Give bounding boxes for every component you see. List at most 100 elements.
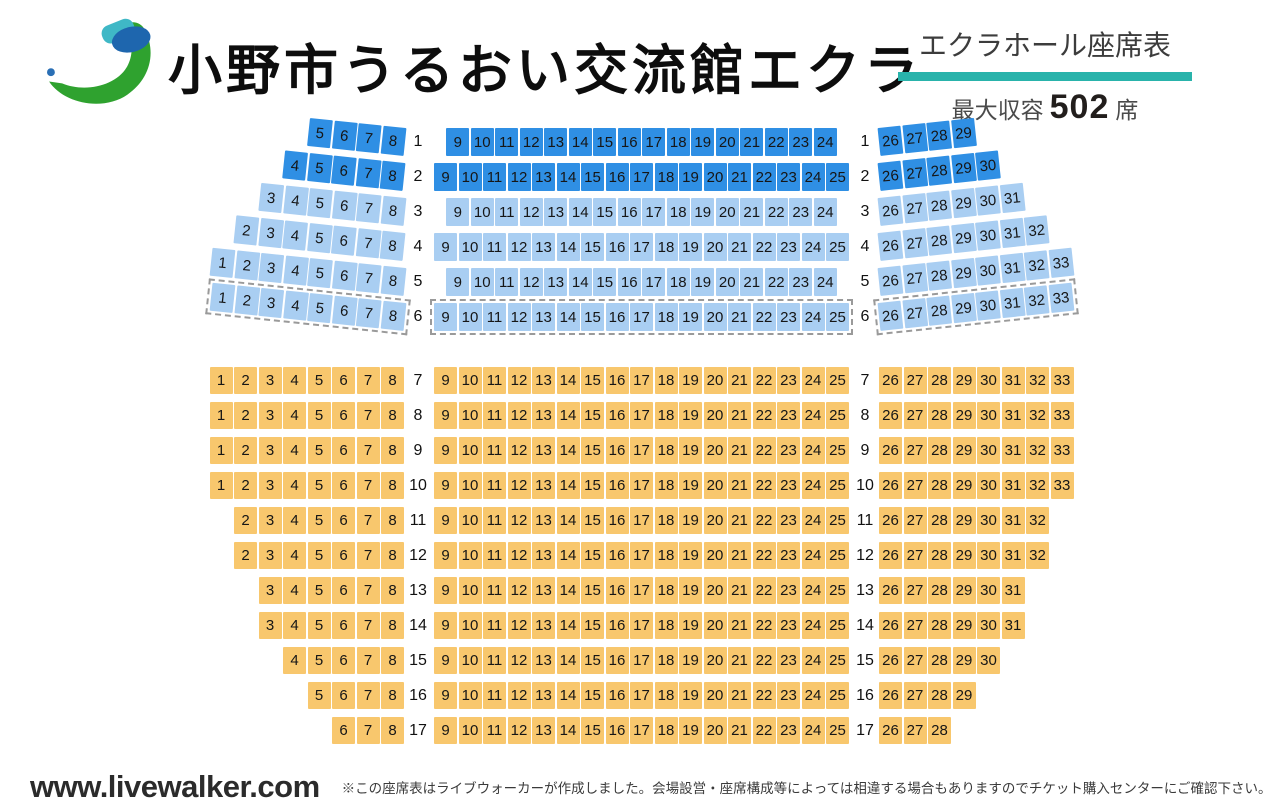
seat-row-8: 1 2 3 4 5 6 7 8 8 9 10 11 12 13 14 15 16 17 18 19 20 21 22 23 24… bbox=[204, 402, 1079, 429]
seat: 19 bbox=[679, 682, 702, 709]
seat-group: 26 27 28 29 30 31 32 bbox=[879, 542, 1049, 569]
seat: 12 bbox=[507, 647, 531, 674]
seat: 26 bbox=[879, 402, 902, 429]
seat: 7 bbox=[356, 367, 380, 394]
seat: 27 bbox=[903, 437, 927, 464]
row-number-label: 5 bbox=[860, 273, 870, 290]
seat: 10 bbox=[458, 402, 482, 429]
seat: 16 bbox=[605, 612, 629, 639]
seat: 17 bbox=[630, 507, 653, 534]
seat-group: 26 27 28 29 30 bbox=[879, 647, 1000, 674]
seat: 29 bbox=[952, 682, 976, 709]
seat-row-2: 4 5 6 7 8 2 9 10 11 12 13 14 15 16 17 18 19 20 21 22 23 24 25 2… bbox=[204, 150, 1079, 191]
seat: 27 bbox=[903, 577, 927, 604]
seat: 23 bbox=[777, 402, 800, 429]
seat: 28 bbox=[926, 155, 953, 186]
seat: 21 bbox=[728, 682, 751, 709]
seat: 31 bbox=[1001, 472, 1025, 499]
seat: 13 bbox=[532, 233, 555, 261]
row-number-label: 7 bbox=[860, 371, 870, 389]
seat: 33 bbox=[1050, 472, 1074, 499]
seat: 6 bbox=[330, 190, 357, 221]
seat-group: 26 27 28 29 30 31 bbox=[879, 577, 1025, 604]
seat: 25 bbox=[826, 507, 849, 534]
seat: 24 bbox=[801, 437, 825, 464]
seat: 12 bbox=[507, 233, 531, 261]
seat: 24 bbox=[813, 268, 837, 296]
seat: 13 bbox=[532, 472, 555, 499]
seat: 26 bbox=[879, 437, 902, 464]
seat-row-10: 1 2 3 4 5 6 7 8 10 9 10 11 12 13 14 15 16 17 18 19 20 21 22 23 2… bbox=[204, 472, 1079, 499]
seat: 24 bbox=[801, 542, 825, 569]
seat: 2 bbox=[233, 250, 260, 281]
seat: 18 bbox=[654, 233, 678, 261]
seat: 7 bbox=[355, 123, 382, 154]
seat: 10 bbox=[458, 612, 482, 639]
logo-swoosh bbox=[49, 22, 151, 104]
seat: 8 bbox=[381, 577, 404, 604]
seat: 16 bbox=[605, 577, 629, 604]
seat: 30 bbox=[977, 367, 1000, 394]
seat: 30 bbox=[977, 647, 1000, 674]
seat: 13 bbox=[532, 577, 555, 604]
seat: 13 bbox=[532, 717, 555, 744]
seat: 8 bbox=[381, 542, 404, 569]
seat: 20 bbox=[715, 198, 739, 226]
seat: 10 bbox=[458, 472, 482, 499]
seat: 25 bbox=[826, 542, 849, 569]
row-number-label: 15 bbox=[856, 651, 874, 669]
seat: 28 bbox=[928, 402, 951, 429]
seat: 28 bbox=[928, 437, 951, 464]
seat: 16 bbox=[605, 647, 629, 674]
seat: 30 bbox=[977, 472, 1000, 499]
seat: 2 bbox=[234, 402, 257, 429]
seat: 1 bbox=[209, 437, 233, 464]
seat: 27 bbox=[903, 717, 927, 744]
seat: 19 bbox=[691, 128, 715, 156]
seat: 19 bbox=[679, 233, 702, 261]
seat: 6 bbox=[332, 542, 355, 569]
seat: 6 bbox=[330, 260, 357, 291]
seat: 7 bbox=[356, 472, 380, 499]
seat: 22 bbox=[764, 128, 788, 156]
seat-group: 9 10 11 12 13 14 15 16 17 18 19 20 21 22 23 24 25 bbox=[434, 577, 849, 604]
seat: 23 bbox=[777, 367, 800, 394]
seat-row-1: 5 6 7 8 1 9 10 11 12 13 14 15 16 17 18 19 20 21 22 23 24 1 26 2… bbox=[204, 117, 1079, 156]
seat: 25 bbox=[826, 682, 849, 709]
row-number-label: 6 bbox=[860, 308, 870, 325]
seat-block: 9 10 11 12 13 14 15 16 17 18 19 20 21 22 23 24 bbox=[432, 268, 851, 296]
seat: 17 bbox=[630, 577, 653, 604]
seat: 5 bbox=[307, 402, 331, 429]
site-name-link[interactable]: www.livewalker.com bbox=[30, 769, 320, 804]
seat-group: 9 10 11 12 13 14 15 16 17 18 19 20 21 22 23 24 25 bbox=[434, 402, 849, 429]
seat: 11 bbox=[483, 472, 506, 499]
seat: 13 bbox=[532, 367, 555, 394]
seat: 31 bbox=[1001, 542, 1025, 569]
seat-group: 9 10 11 12 13 14 15 16 17 18 19 20 21 22 23 24 25 bbox=[434, 367, 849, 394]
seat: 5 bbox=[307, 472, 331, 499]
seat: 9 bbox=[434, 542, 457, 569]
seat: 4 bbox=[282, 255, 309, 286]
seat: 16 bbox=[605, 682, 629, 709]
seat: 28 bbox=[928, 367, 951, 394]
seat: 22 bbox=[752, 437, 776, 464]
seat: 28 bbox=[928, 647, 951, 674]
seat-block: 9 10 11 12 13 14 15 16 17 18 19 20 21 22 23 24 25 bbox=[432, 682, 851, 709]
seat: 5 bbox=[306, 257, 333, 289]
seat: 6 bbox=[330, 155, 357, 186]
seat: 31 bbox=[999, 182, 1026, 214]
seat-group: 9 10 11 12 13 14 15 16 17 18 19 20 21 22 23 24 25 bbox=[434, 437, 849, 464]
seat: 7 bbox=[356, 647, 380, 674]
seat: 22 bbox=[752, 577, 776, 604]
teal-underline-bar bbox=[898, 72, 1192, 81]
seat: 26 bbox=[877, 265, 904, 296]
seat: 10 bbox=[458, 577, 482, 604]
seat: 26 bbox=[877, 125, 904, 156]
row-number-label: 9 bbox=[860, 441, 870, 459]
seat: 7 bbox=[355, 228, 382, 259]
seat: 13 bbox=[532, 612, 555, 639]
seat-section-front-blue: 5 6 7 8 1 9 10 11 12 13 14 15 16 17 18 19 20 21 22 23 24 1 26 2… bbox=[204, 117, 1079, 339]
seat: 24 bbox=[801, 402, 825, 429]
seat: 24 bbox=[801, 233, 825, 261]
